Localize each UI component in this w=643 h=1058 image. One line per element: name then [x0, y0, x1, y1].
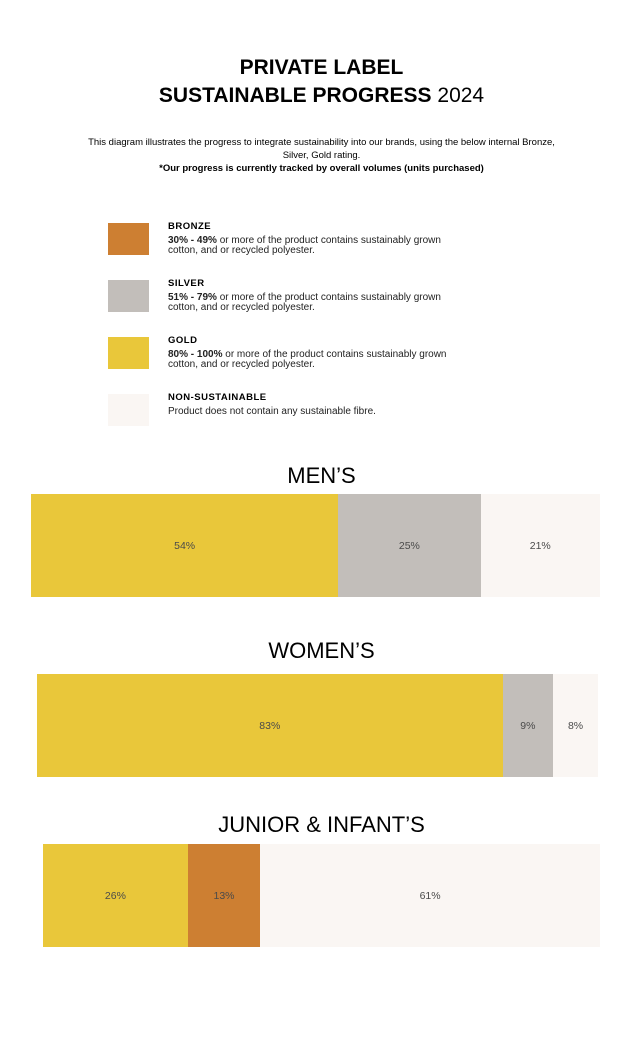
legend-desc: 30% - 49% or more of the product contain… [168, 236, 568, 256]
bar-segment-gold: 26% [43, 844, 188, 947]
segment-value-label: 61% [419, 889, 441, 902]
intro-line2: Silver, Gold rating. [282, 150, 361, 161]
segment-value-label: 8% [567, 719, 584, 732]
legend-desc-line2: cotton, and or recycled polyester. [168, 245, 315, 256]
legend-desc-line2: cotton, and or recycled polyester. [168, 359, 315, 370]
legend-swatch-bronze [108, 223, 149, 255]
segment-value-label: 9% [520, 719, 536, 732]
segment-value-label: 13% [213, 889, 235, 902]
chart-title-junior: JUNIOR & INFANT’S [218, 812, 425, 837]
title-line2: SUSTAINABLE PROGRESS [158, 84, 432, 107]
legend-item-non-sustainable: NON-SUSTAINABLE Product does not contain… [108, 392, 588, 428]
title-line1: PRIVATE LABEL [239, 56, 404, 79]
legend-range: 51% - 79% [168, 292, 217, 303]
title-year: 2024 [437, 84, 485, 107]
intro-note: *Our progress is currently tracked by ov… [159, 163, 484, 174]
legend-name: SILVER [168, 278, 205, 289]
legend-desc-text: or more of the product contains sustaina… [216, 292, 441, 303]
bar-segment-gold: 54% [31, 494, 339, 597]
legend-item-gold: GOLD 80% - 100% or more of the product c… [108, 335, 588, 371]
page-title: PRIVATE LABEL SUSTAINABLE PROGRESS 2024 [0, 54, 643, 110]
legend-range: 30% - 49% [168, 235, 217, 246]
legend-range: 80% - 100% [168, 349, 223, 360]
legend-name: NON-SUSTAINABLE [168, 392, 267, 403]
intro-text: This diagram illustrates the progress to… [40, 136, 603, 175]
bar-segment-silver: 9% [502, 674, 554, 777]
bar-segment-non-sustainable: 8% [553, 674, 598, 777]
legend-desc-text: or more of the product contains sustaina… [222, 349, 447, 360]
segment-value-label: 26% [104, 889, 126, 902]
legend-name: GOLD [168, 335, 198, 346]
bar-segment-silver: 25% [338, 494, 481, 597]
legend-desc: 51% - 79% or more of the product contain… [168, 293, 568, 313]
legend-swatch-gold [108, 337, 149, 369]
chart-title-womens: WOMEN’S [268, 638, 375, 663]
bar-segment-bronze: 13% [187, 844, 261, 947]
bar-segment-non-sustainable: 61% [260, 844, 600, 947]
legend-item-bronze: BRONZE 30% - 49% or more of the product … [108, 221, 588, 257]
legend-swatch-silver [108, 280, 149, 312]
intro-line1: This diagram illustrates the progress to… [88, 137, 555, 148]
bar-segment-non-sustainable: 21% [480, 494, 600, 597]
legend-desc: Product does not contain any sustainable… [168, 407, 568, 417]
segment-value-label: 83% [259, 719, 281, 732]
legend-desc-text: Product does not contain any sustainable… [168, 406, 376, 417]
chart-title-mens: MEN’S [287, 463, 356, 488]
legend-desc-text: or more of the product contains sustaina… [216, 235, 441, 246]
legend-swatch-non-sustainable [108, 394, 149, 426]
legend-item-silver: SILVER 51% - 79% or more of the product … [108, 278, 588, 314]
legend-name: BRONZE [168, 221, 212, 232]
legend-desc: 80% - 100% or more of the product contai… [168, 350, 568, 370]
segment-value-label: 21% [529, 539, 551, 552]
stacked-bar-womens: 83% 9% 8% [37, 674, 598, 777]
bar-segment-gold: 83% [37, 674, 503, 777]
stacked-bar-junior: 26% 13% 61% [43, 844, 600, 947]
segment-value-label: 54% [174, 539, 196, 552]
stacked-bar-mens: 54% 25% 21% [31, 494, 600, 597]
legend-desc-line2: cotton, and or recycled polyester. [168, 302, 315, 313]
segment-value-label: 25% [398, 539, 420, 552]
